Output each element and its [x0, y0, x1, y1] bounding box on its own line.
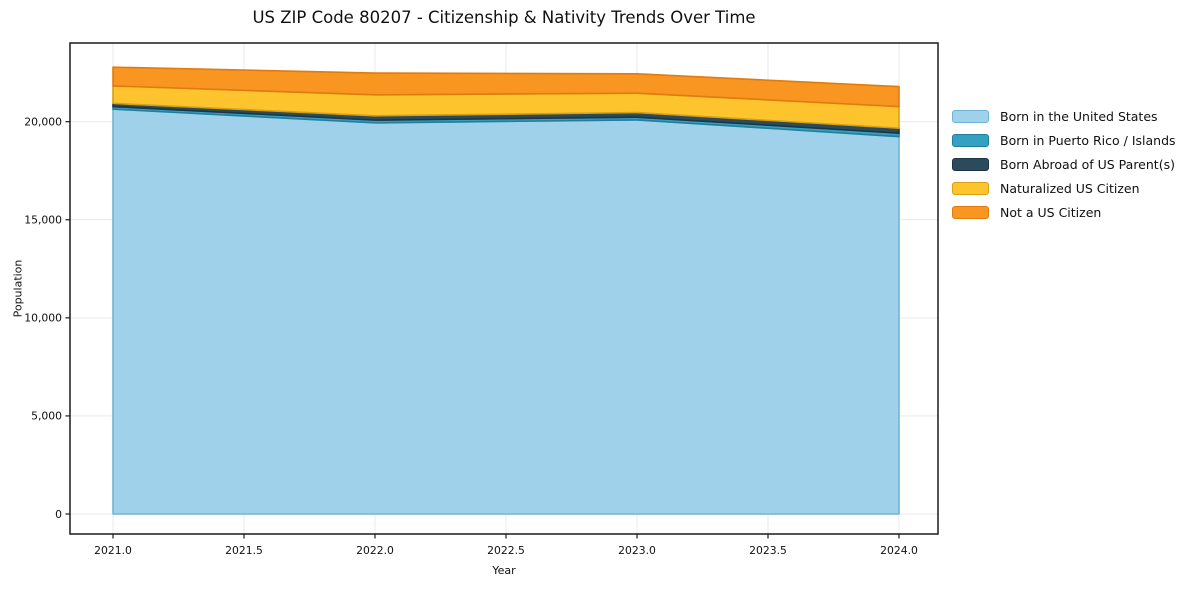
x-tick-label: 2022.0 — [356, 544, 394, 557]
legend-swatch-born-us — [952, 109, 989, 123]
area-series-4 — [112, 66, 900, 108]
legend-label: Born in the United States — [1000, 108, 1158, 124]
y-tick-label: 0 — [55, 508, 62, 521]
legend-item: Born in the United States — [952, 104, 1176, 128]
legend-swatch-not-citizen — [952, 205, 989, 219]
x-tick-label: 2021.0 — [94, 544, 132, 557]
y-tick-label: 15,000 — [24, 214, 62, 227]
x-tick-label: 2024.0 — [880, 544, 918, 557]
legend-swatch-naturalized — [952, 181, 989, 195]
legend-swatch-born-abroad — [952, 157, 989, 171]
y-tick-label: 5,000 — [31, 410, 62, 423]
area-series-0 — [112, 108, 900, 515]
plot-border — [69, 42, 939, 535]
y-tick-label: 10,000 — [24, 312, 62, 325]
legend-swatch-puerto-rico — [952, 133, 989, 147]
x-tick-label: 2021.5 — [225, 544, 263, 557]
legend-item: Born in Puerto Rico / Islands — [952, 128, 1176, 152]
legend-item: Naturalized US Citizen — [952, 176, 1176, 200]
y-tick-label: 20,000 — [24, 115, 62, 128]
chart-title: US ZIP Code 80207 - Citizenship & Nativi… — [252, 8, 756, 27]
legend-label: Born in Puerto Rico / Islands — [1000, 132, 1176, 148]
legend-item: Not a US Citizen — [952, 200, 1176, 224]
x-axis-label: Year — [492, 564, 516, 577]
legend-label: Born Abroad of US Parent(s) — [1000, 156, 1175, 172]
legend: Born in the United States Born in Puerto… — [952, 104, 1176, 224]
x-tick-label: 2023.0 — [618, 544, 656, 557]
y-axis-label: Population — [11, 259, 25, 318]
legend-label: Not a US Citizen — [1000, 204, 1102, 220]
x-tick-label: 2023.5 — [749, 544, 787, 557]
x-tick-label: 2022.5 — [487, 544, 525, 557]
legend-label: Naturalized US Citizen — [1000, 180, 1140, 196]
legend-item: Born Abroad of US Parent(s) — [952, 152, 1176, 176]
